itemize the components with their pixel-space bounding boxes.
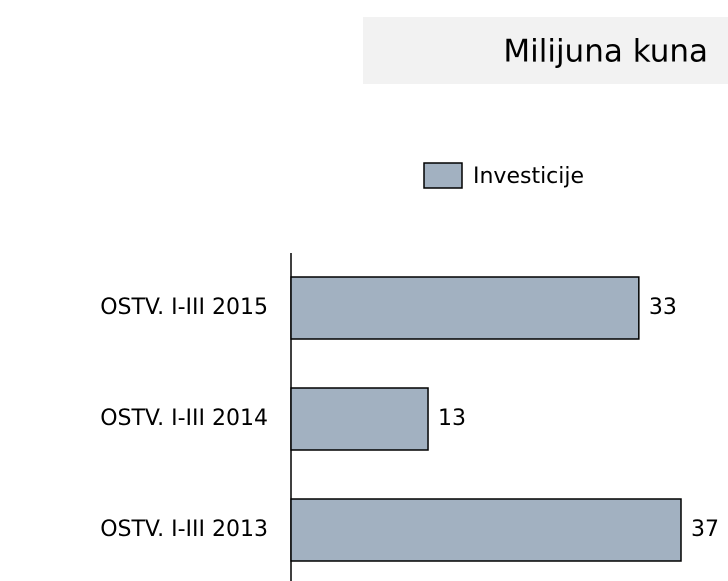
- legend-swatch: [423, 162, 463, 189]
- legend-label: Investicije: [473, 164, 584, 189]
- title-box: [363, 17, 728, 84]
- data-label: 13: [438, 406, 466, 431]
- y-tick-label: OSTV. I-III 2015: [100, 295, 268, 320]
- bar: [290, 387, 429, 451]
- data-label: 37: [691, 517, 719, 542]
- chart-title: Milijuna kuna: [503, 34, 708, 70]
- bar: [290, 498, 682, 562]
- y-tick-label: OSTV. I-III 2014: [100, 406, 268, 431]
- y-tick-label: OSTV. I-III 2013: [100, 517, 268, 542]
- data-label: 33: [649, 295, 677, 320]
- bar: [290, 276, 640, 340]
